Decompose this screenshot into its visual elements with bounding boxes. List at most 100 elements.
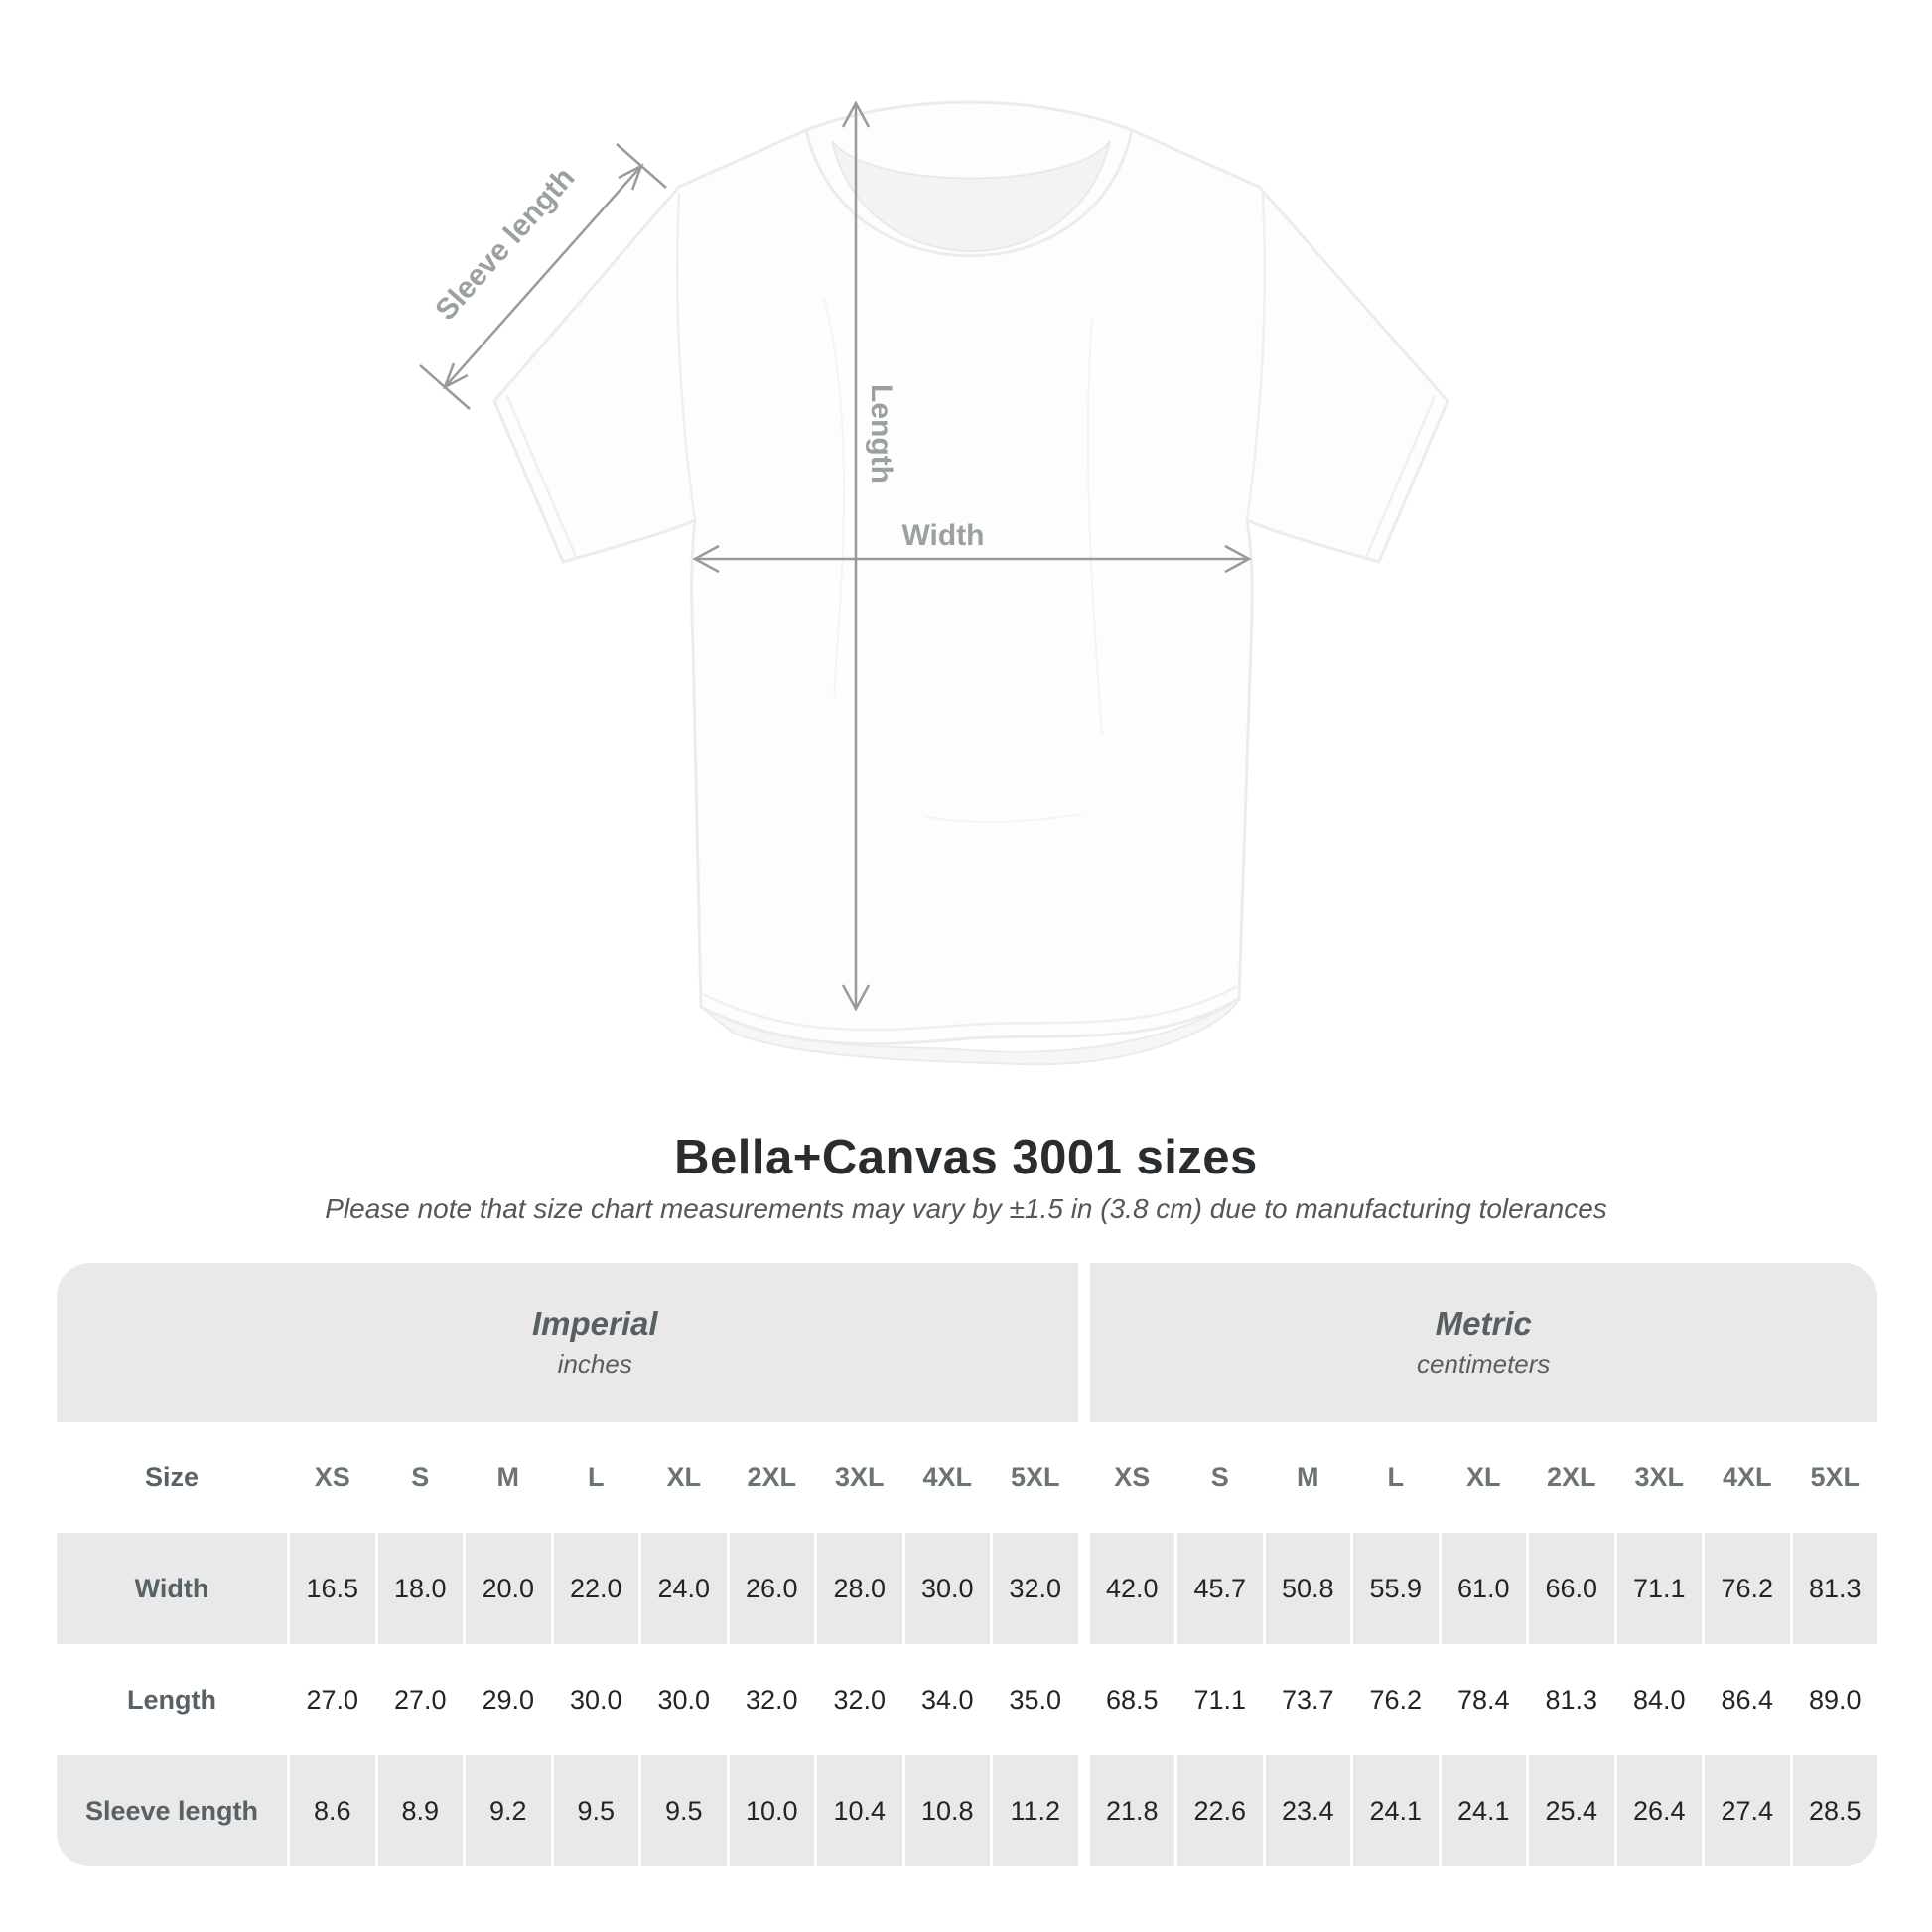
table-cell: 50.8 (1265, 1533, 1350, 1644)
table-cell: 76.2 (1353, 1644, 1439, 1755)
size-header-metric-5xl: 5XL (1792, 1422, 1877, 1533)
page-subtitle: Please note that size chart measurements… (325, 1193, 1607, 1224)
left-cuff-stitch (505, 395, 578, 558)
metric-unit: centimeters (1417, 1348, 1551, 1379)
table-cell: 9.5 (641, 1755, 727, 1866)
table-cell: 45.7 (1177, 1533, 1263, 1644)
table-cell: 78.4 (1441, 1644, 1526, 1755)
table-cell: 16.5 (290, 1533, 375, 1644)
hem-stitch (700, 983, 1240, 1032)
table-cell: 30.0 (553, 1644, 638, 1755)
size-header-metric-2xl: 2XL (1529, 1422, 1614, 1533)
length-label: Length (865, 384, 897, 483)
table-cell: 61.0 (1441, 1533, 1526, 1644)
size-corner-header: Size (57, 1422, 287, 1533)
table-cell: 20.0 (466, 1533, 551, 1644)
wrinkle-line (823, 297, 845, 696)
table-cell: 30.0 (641, 1644, 727, 1755)
size-table: Imperial inches Metric centimeters Size … (57, 1263, 1877, 1866)
table-cell: 30.0 (904, 1533, 990, 1644)
table-cell: 10.4 (817, 1755, 902, 1866)
table-cell: 11.2 (993, 1755, 1078, 1866)
table-cell: 73.7 (1265, 1644, 1350, 1755)
table-cell: 32.0 (729, 1644, 814, 1755)
table-cell: 29.0 (466, 1644, 551, 1755)
size-header-metric-s: S (1177, 1422, 1263, 1533)
size-header-imperial-xs: XS (290, 1422, 375, 1533)
imperial-unit-header: Imperial inches (57, 1263, 1078, 1422)
section-gap (1080, 1422, 1087, 1533)
table-cell: 42.0 (1089, 1533, 1174, 1644)
table-cell: 66.0 (1529, 1533, 1614, 1644)
size-header-imperial-l: L (553, 1422, 638, 1533)
imperial-unit: inches (557, 1348, 632, 1379)
table-cell: 26.4 (1616, 1755, 1702, 1866)
table-cell: 81.3 (1792, 1533, 1877, 1644)
length-dimension-line (841, 100, 871, 1012)
size-header-imperial-3xl: 3XL (817, 1422, 902, 1533)
table-cell: 9.2 (466, 1755, 551, 1866)
table-cell: 10.8 (904, 1755, 990, 1866)
width-dimension-line (692, 544, 1252, 574)
size-header-imperial-m: M (466, 1422, 551, 1533)
table-cell: 81.3 (1529, 1644, 1614, 1755)
table-cell: 10.0 (729, 1755, 814, 1866)
right-cuff-stitch (1364, 395, 1437, 558)
table-cell: 23.4 (1265, 1755, 1350, 1866)
wrinkle-line (922, 813, 1083, 823)
table-cell: 9.5 (553, 1755, 638, 1866)
table-cell: 24.1 (1441, 1755, 1526, 1866)
row-label-width: Width (57, 1533, 287, 1644)
table-cell: 32.0 (993, 1533, 1078, 1644)
size-header-metric-xs: XS (1089, 1422, 1174, 1533)
size-header-metric-xl: XL (1441, 1422, 1526, 1533)
table-cell: 21.8 (1089, 1755, 1174, 1866)
section-gap (1080, 1755, 1087, 1866)
left-sleeve-seam (675, 193, 697, 521)
table-cell: 24.1 (1353, 1755, 1439, 1866)
table-cell: 26.0 (729, 1533, 814, 1644)
sleeve-dimension-line (419, 143, 667, 410)
table-cell: 86.4 (1705, 1644, 1790, 1755)
section-gap (1080, 1533, 1087, 1644)
table-cell: 34.0 (904, 1644, 990, 1755)
table-cell: 27.0 (377, 1644, 463, 1755)
table-cell: 25.4 (1529, 1755, 1614, 1866)
size-header-metric-l: L (1353, 1422, 1439, 1533)
section-gap (1080, 1263, 1087, 1422)
table-cell: 71.1 (1177, 1644, 1263, 1755)
table-cell: 22.0 (553, 1533, 638, 1644)
tshirt-measurement-figure: Sleeve length Length Width (419, 100, 1449, 1066)
table-cell: 71.1 (1616, 1533, 1702, 1644)
sleeve-length-label: Sleeve length (429, 161, 581, 327)
table-cell: 27.0 (290, 1644, 375, 1755)
size-header-imperial-5xl: 5XL (993, 1422, 1078, 1533)
width-label: Width (901, 519, 984, 552)
table-cell: 28.0 (817, 1533, 902, 1644)
collar-opening (831, 140, 1111, 252)
row-label-length: Length (57, 1644, 287, 1755)
section-gap (1080, 1644, 1087, 1755)
table-cell: 68.5 (1089, 1644, 1174, 1755)
table-cell: 28.5 (1792, 1755, 1877, 1866)
size-header-metric-3xl: 3XL (1616, 1422, 1702, 1533)
table-cell: 35.0 (993, 1644, 1078, 1755)
imperial-label: Imperial (531, 1305, 658, 1342)
table-cell: 22.6 (1177, 1755, 1263, 1866)
wrinkle-line (1086, 317, 1103, 736)
table-cell: 18.0 (377, 1533, 463, 1644)
table-cell: 8.6 (290, 1755, 375, 1866)
table-cell: 55.9 (1353, 1533, 1439, 1644)
metric-label: Metric (1435, 1305, 1532, 1342)
size-header-metric-4xl: 4XL (1705, 1422, 1790, 1533)
tshirt-graphic (492, 100, 1449, 1046)
table-cell: 32.0 (817, 1644, 902, 1755)
right-sleeve-seam (1245, 193, 1267, 521)
size-header-imperial-4xl: 4XL (904, 1422, 990, 1533)
table-cell: 27.4 (1705, 1755, 1790, 1866)
collar-band (804, 129, 1134, 258)
table-cell: 84.0 (1616, 1644, 1702, 1755)
size-header-imperial-2xl: 2XL (729, 1422, 814, 1533)
row-label-sleeve-length: Sleeve length (57, 1755, 287, 1866)
metric-unit-header: Metric centimeters (1089, 1263, 1877, 1422)
